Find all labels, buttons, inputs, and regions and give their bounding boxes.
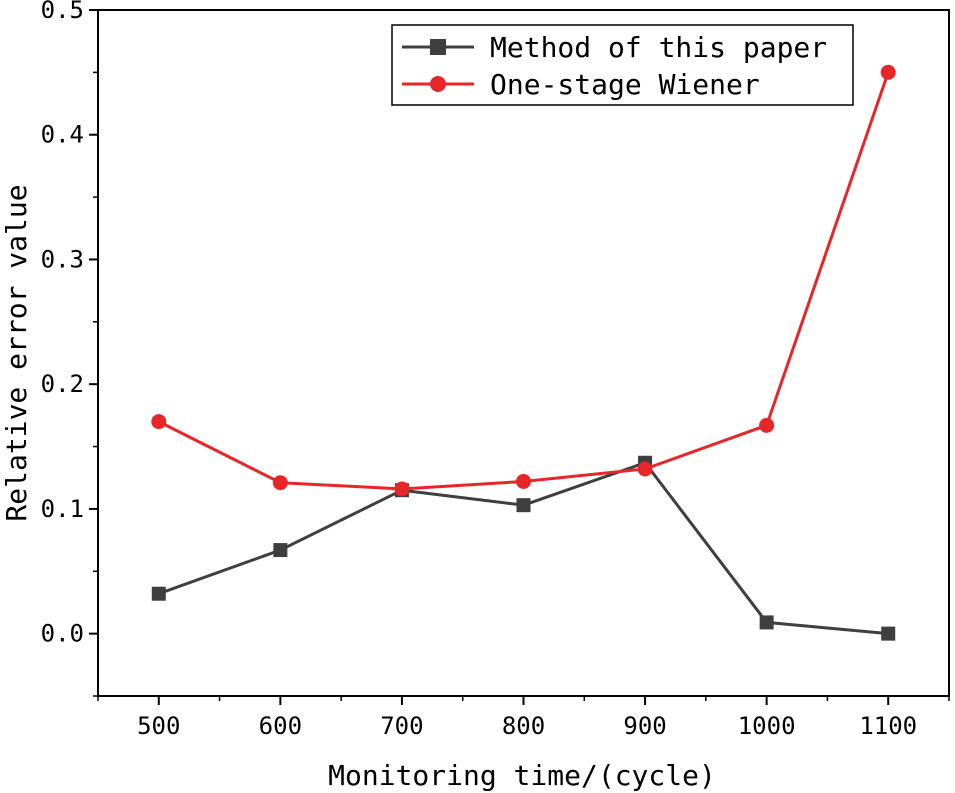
data-point-circle bbox=[759, 417, 775, 433]
x-axis-title: Monitoring time/(cycle) bbox=[328, 759, 716, 792]
series-line-wiener bbox=[158, 71, 890, 491]
y-tick-label: 0.5 bbox=[41, 0, 84, 24]
legend-marker-circle bbox=[430, 76, 446, 92]
data-point-circle bbox=[272, 475, 288, 491]
y-tick-label: 0.3 bbox=[41, 245, 84, 273]
legend-marker-square bbox=[430, 39, 446, 55]
data-point-circle bbox=[151, 414, 167, 430]
data-point-square bbox=[516, 498, 531, 513]
x-tick-label: 900 bbox=[623, 712, 666, 740]
series-layer bbox=[151, 64, 896, 641]
data-point-square bbox=[881, 626, 896, 641]
x-tick-label: 700 bbox=[380, 712, 423, 740]
y-tick-label: 0.0 bbox=[41, 620, 84, 648]
y-axis-ticks: 0.0 0.1 0.2 0.3 0.4 0.5 bbox=[41, 0, 98, 697]
legend-label-method: Method of this paper bbox=[490, 31, 827, 64]
data-point-square bbox=[759, 615, 774, 630]
data-point-circle bbox=[394, 481, 410, 497]
data-point-square bbox=[273, 543, 288, 558]
x-tick-label: 800 bbox=[502, 712, 545, 740]
data-point-circle bbox=[637, 461, 653, 477]
y-tick-label: 0.1 bbox=[41, 495, 84, 523]
x-tick-label: 1000 bbox=[738, 712, 796, 740]
y-tick-label: 0.4 bbox=[41, 121, 84, 149]
y-axis-title: Relative error value bbox=[0, 184, 33, 521]
x-tick-label: 1100 bbox=[859, 712, 917, 740]
plot-frame bbox=[97, 9, 950, 697]
x-tick-label: 600 bbox=[259, 712, 302, 740]
x-axis-ticks: 500 600 700 800 900 1000 1100 bbox=[97, 696, 950, 740]
data-point-square bbox=[151, 586, 166, 601]
legend: Method of this paper One-stage Wiener bbox=[391, 24, 854, 106]
x-tick-label: 500 bbox=[137, 712, 180, 740]
legend-box bbox=[391, 24, 854, 106]
legend-label-wiener: One-stage Wiener bbox=[490, 68, 760, 101]
data-point-circle bbox=[880, 64, 896, 80]
y-tick-label: 0.2 bbox=[41, 370, 84, 398]
data-point-circle bbox=[516, 473, 531, 489]
